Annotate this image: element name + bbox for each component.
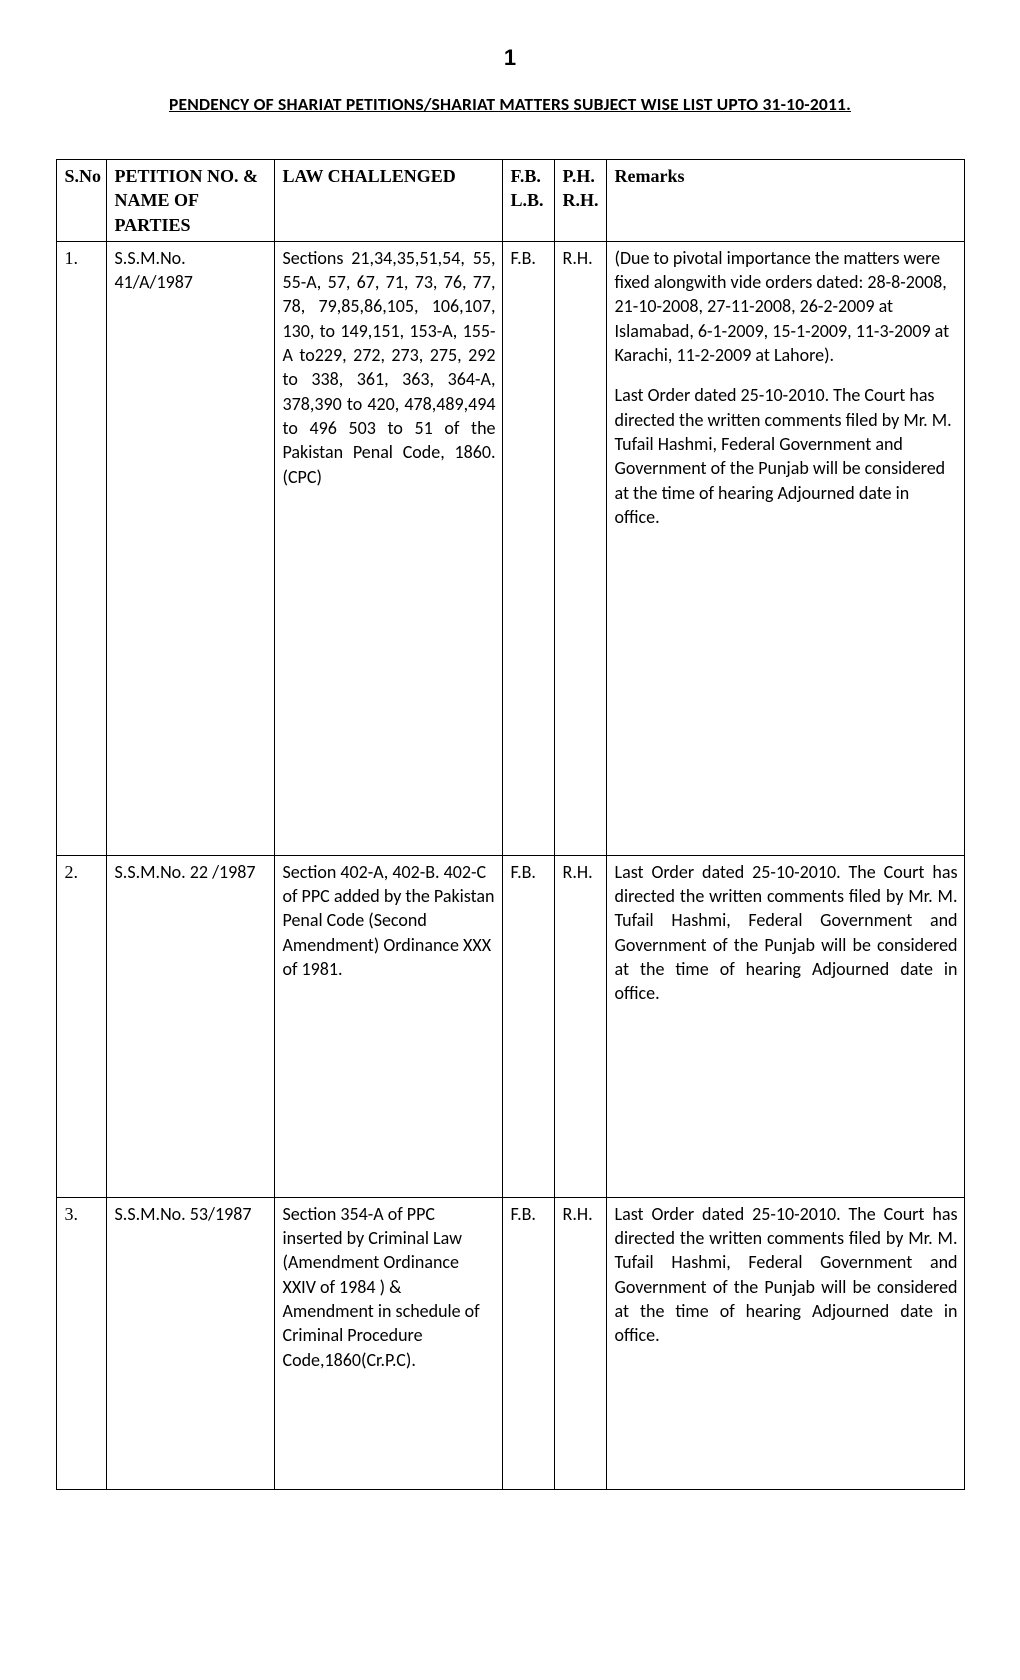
cell-petition: S.S.M.No. 22 /1987	[106, 855, 274, 1197]
col-sno: S.No	[56, 160, 106, 242]
cell-ph: R.H.	[554, 855, 606, 1197]
cell-ph: R.H.	[554, 241, 606, 855]
table-header-row: S.No PETITION NO. & NAME OF PARTIES LAW …	[56, 160, 964, 242]
cell-remarks: Last Order dated 25-10-2010. The Court h…	[606, 1197, 964, 1489]
col-remarks: Remarks	[606, 160, 964, 242]
table-row: 3. S.S.M.No. 53/1987 Section 354-A of PP…	[56, 1197, 964, 1489]
col-ph-rh: P.H. R.H.	[554, 160, 606, 242]
remarks-paragraph: Last Order dated 25-10-2010. The Court h…	[615, 383, 958, 529]
table-row: 2. S.S.M.No. 22 /1987 Section 402-A, 402…	[56, 855, 964, 1197]
cell-law: Section 402-A, 402-B. 402-C of PPC added…	[274, 855, 502, 1197]
remarks-paragraph: (Due to pivotal importance the matters w…	[615, 246, 958, 367]
cell-fb: F.B.	[502, 1197, 554, 1489]
page-container: 1 PENDENCY OF SHARIAT PETITIONS/SHARIAT …	[0, 0, 1020, 1680]
cell-ph: R.H.	[554, 1197, 606, 1489]
cell-sno: 2.	[56, 855, 106, 1197]
cell-petition: S.S.M.No. 53/1987	[106, 1197, 274, 1489]
col-petition: PETITION NO. & NAME OF PARTIES	[106, 160, 274, 242]
page-number: 1	[0, 45, 1020, 71]
table-row: 1. S.S.M.No. 41/A/1987 Sections 21,34,35…	[56, 241, 964, 855]
col-law: LAW CHALLENGED	[274, 160, 502, 242]
cell-sno: 1.	[56, 241, 106, 855]
petitions-table: S.No PETITION NO. & NAME OF PARTIES LAW …	[56, 159, 965, 1490]
cell-law: Sections 21,34,35,51,54, 55, 55-A, 57, 6…	[274, 241, 502, 855]
cell-fb: F.B.	[502, 855, 554, 1197]
cell-sno: 3.	[56, 1197, 106, 1489]
cell-fb: F.B.	[502, 241, 554, 855]
cell-petition: S.S.M.No. 41/A/1987	[106, 241, 274, 855]
cell-remarks: Last Order dated 25-10-2010. The Court h…	[606, 855, 964, 1197]
document-title: PENDENCY OF SHARIAT PETITIONS/SHARIAT MA…	[0, 93, 1020, 115]
cell-remarks: (Due to pivotal importance the matters w…	[606, 241, 964, 855]
col-fb-lb: F.B. L.B.	[502, 160, 554, 242]
cell-law: Section 354-A of PPC inserted by Crimina…	[274, 1197, 502, 1489]
